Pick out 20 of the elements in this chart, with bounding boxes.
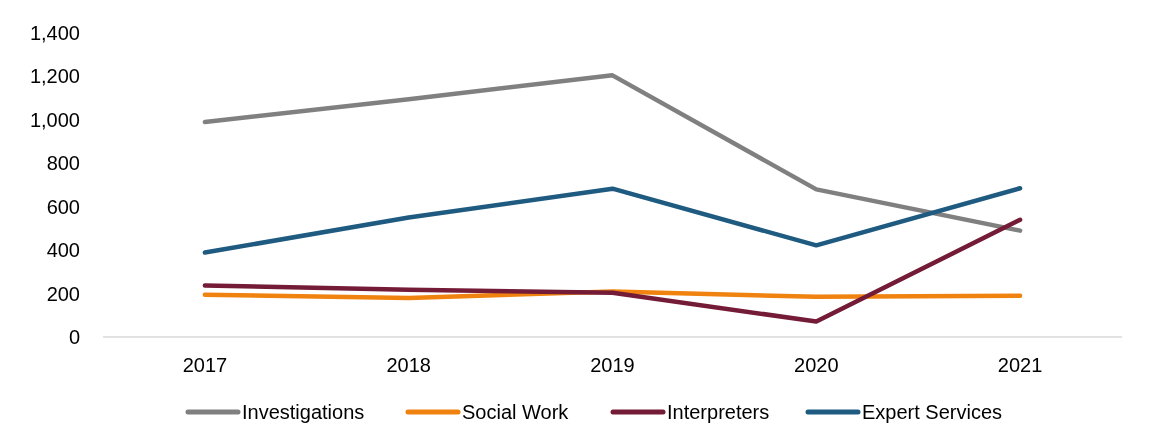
x-tick-label: 2021	[997, 354, 1043, 376]
legend-label: Expert Services	[862, 401, 1003, 423]
line-series	[202, 73, 1023, 233]
line-series	[202, 217, 1023, 324]
legend-label: Interpreters	[667, 401, 770, 423]
x-tick-label: 2018	[386, 354, 431, 376]
y-tick-label: 200	[46, 282, 80, 305]
y-tick-label: 600	[46, 195, 80, 218]
y-tick-label: 1,200	[29, 65, 80, 88]
x-tick-label: 2017	[182, 354, 228, 376]
y-tick-label: 0	[68, 326, 80, 348]
legend-label: Social Work	[462, 401, 570, 423]
line-series	[202, 186, 1023, 255]
y-tick-label: 400	[46, 239, 80, 262]
y-tick-label: 800	[46, 152, 80, 175]
x-tick-label: 2020	[794, 354, 839, 376]
x-tick-label: 2019	[590, 354, 635, 376]
legend-label: Investigations	[242, 401, 365, 423]
y-tick-label: 1,400	[29, 22, 80, 44]
y-tick-label: 1,000	[29, 108, 80, 131]
